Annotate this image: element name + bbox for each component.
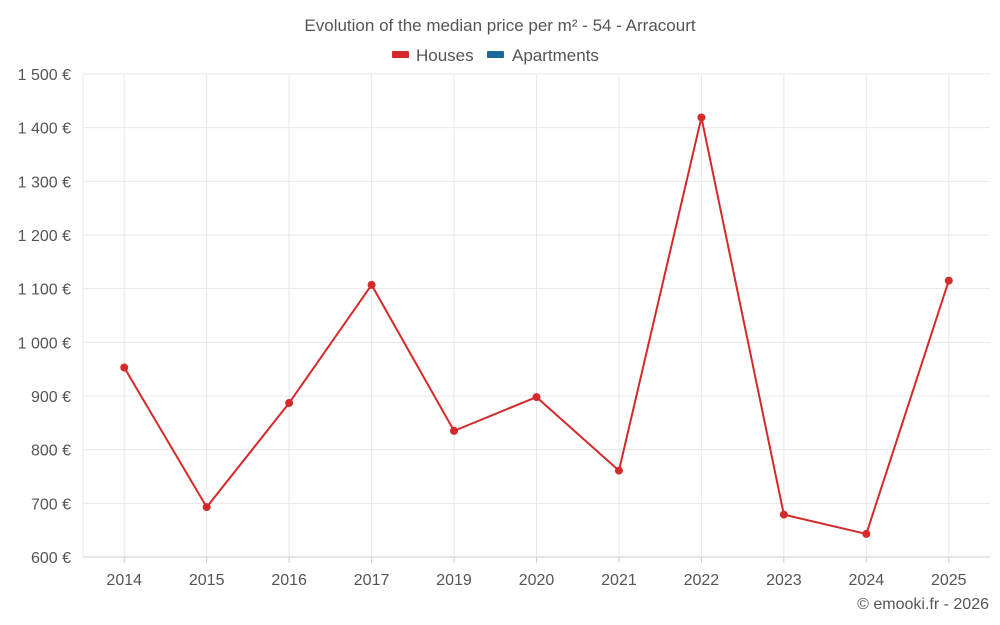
x-tick-label: 2024 <box>849 572 885 589</box>
x-tick-label: 2021 <box>601 572 637 589</box>
data-point[interactable] <box>944 276 953 285</box>
data-point[interactable] <box>532 393 541 402</box>
x-tick-label: 2022 <box>684 572 720 589</box>
y-tick-label: 1 100 € <box>18 282 71 299</box>
y-tick-label: 900 € <box>31 389 71 406</box>
x-tick-label: 2014 <box>106 572 142 589</box>
y-tick-label: 1 000 € <box>18 335 71 352</box>
chart-title: Evolution of the median price per m² - 5… <box>304 16 695 35</box>
data-point[interactable] <box>697 113 706 122</box>
y-tick-label: 800 € <box>31 443 71 460</box>
data-point[interactable] <box>450 426 459 435</box>
grid <box>82 73 990 563</box>
x-tick-label: 2019 <box>436 572 472 589</box>
data-point[interactable] <box>202 503 211 512</box>
credit-text: © emooki.fr - 2026 <box>857 596 989 613</box>
data-point[interactable] <box>120 363 129 372</box>
y-tick-label: 1 200 € <box>18 228 71 245</box>
y-tick-label: 700 € <box>31 496 71 513</box>
x-tick-label: 2015 <box>189 572 225 589</box>
x-axis-labels: 2014 2015 2016 2017 2019 2020 2021 2022 2023 2024… <box>106 572 966 589</box>
chart-legend: Houses Apartments <box>392 46 599 65</box>
x-tick-label: 2020 <box>519 572 555 589</box>
x-tick-label: 2023 <box>766 572 802 589</box>
x-tick-label: 2016 <box>271 572 307 589</box>
data-point[interactable] <box>779 510 788 519</box>
legend-swatch-houses <box>392 51 409 58</box>
data-point[interactable] <box>614 466 623 475</box>
legend-item-apartments[interactable]: Apartments <box>487 46 599 65</box>
y-tick-label: 600 € <box>31 550 71 567</box>
series-houses <box>120 113 953 538</box>
y-tick-label: 1 300 € <box>18 174 71 191</box>
x-tick-label: 2025 <box>931 572 967 589</box>
legend-label-apartments: Apartments <box>512 46 599 65</box>
legend-item-houses[interactable]: Houses <box>392 46 474 65</box>
y-tick-label: 1 500 € <box>18 67 71 84</box>
legend-label-houses: Houses <box>416 46 474 65</box>
y-tick-label: 1 400 € <box>18 121 71 138</box>
data-point[interactable] <box>367 280 376 289</box>
data-point[interactable] <box>285 398 294 407</box>
legend-swatch-apartments <box>487 51 504 58</box>
y-axis-labels: 600 € 700 € 800 € 900 € 1 000 € 1 100 € 1 200 … <box>18 67 71 567</box>
data-point[interactable] <box>862 529 871 538</box>
x-tick-label: 2017 <box>354 572 390 589</box>
